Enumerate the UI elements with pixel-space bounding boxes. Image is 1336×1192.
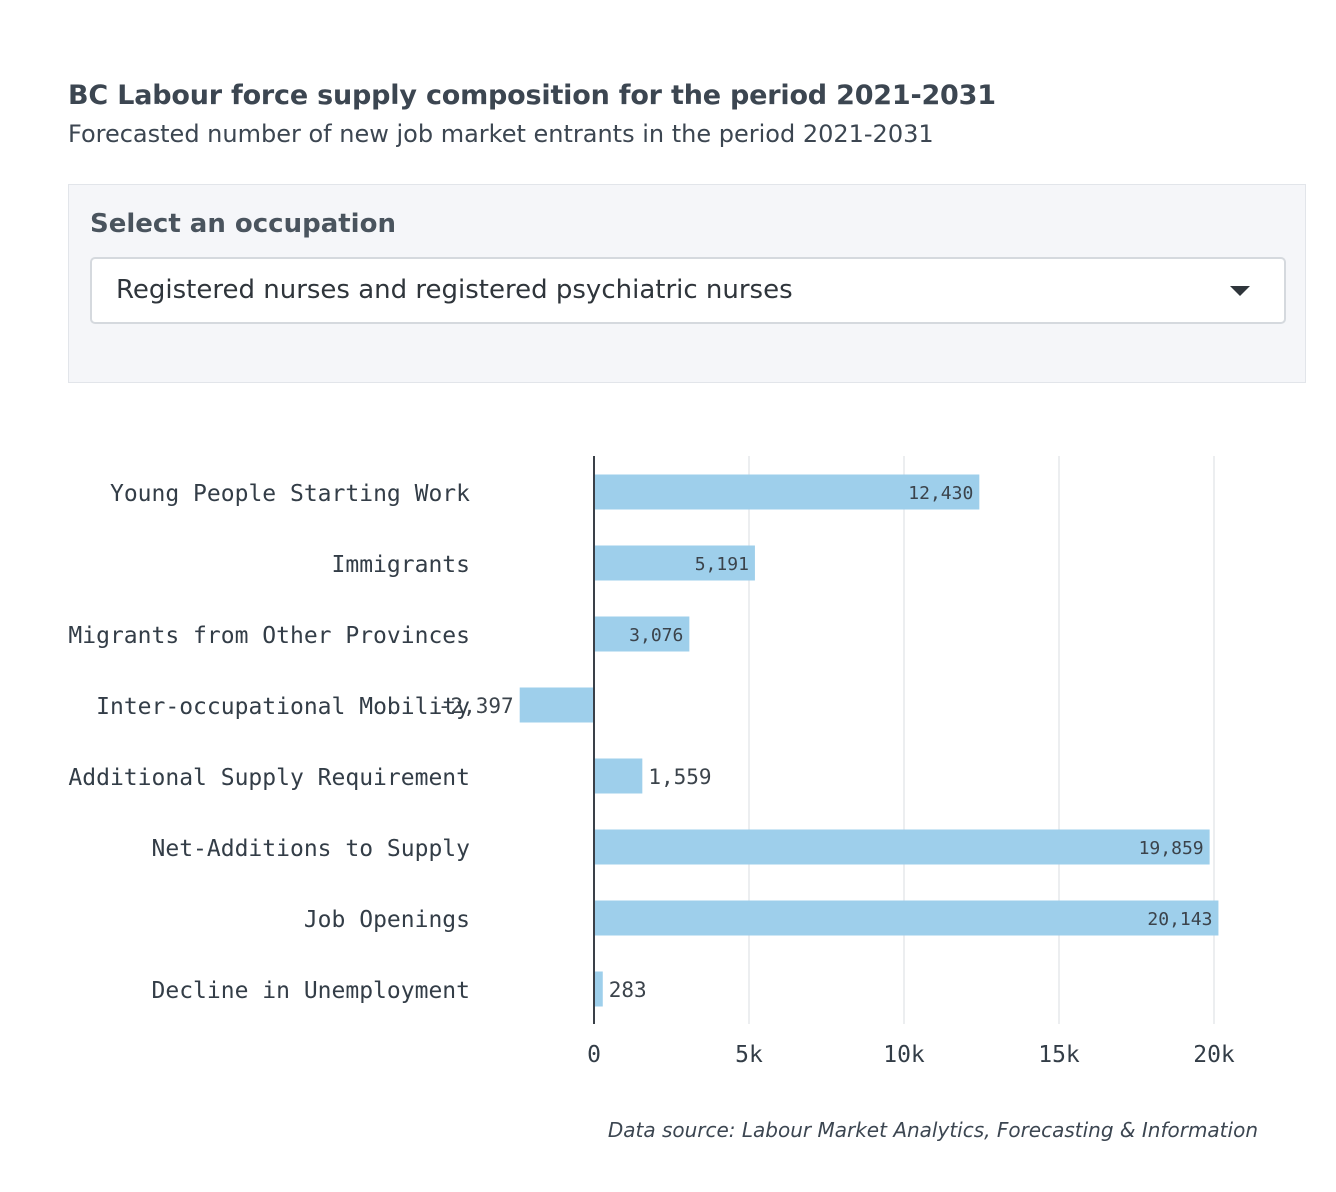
value-label: 12,430 bbox=[908, 483, 973, 504]
chart-title: BC Labour force supply composition for t… bbox=[68, 80, 996, 111]
bar[interactable] bbox=[594, 900, 1219, 936]
bar[interactable] bbox=[594, 474, 980, 510]
value-label: 19,859 bbox=[1139, 838, 1204, 859]
bar[interactable] bbox=[594, 829, 1210, 865]
category-label: Decline in Unemployment bbox=[152, 978, 471, 1004]
value-label: 1,559 bbox=[648, 765, 711, 789]
occupation-select[interactable]: Registered nurses and registered psychia… bbox=[90, 257, 1286, 324]
value-label: 5,191 bbox=[695, 554, 749, 575]
bars bbox=[519, 474, 1219, 1007]
occupation-select-value: Registered nurses and registered psychia… bbox=[116, 275, 793, 305]
supply-composition-bar-chart: 0 5k 10k 15k 20k Young People Starting Work 12… bbox=[68, 456, 1235, 1068]
bar[interactable] bbox=[594, 545, 755, 581]
category-label: Migrants from Other Provinces bbox=[68, 623, 470, 649]
category-label: Young People Starting Work bbox=[110, 481, 470, 507]
value-label: 3,076 bbox=[629, 625, 683, 646]
bar[interactable] bbox=[519, 687, 594, 723]
category-label: Job Openings bbox=[304, 907, 470, 933]
x-tick-label: 10k bbox=[883, 1042, 925, 1068]
x-tick-label: 20k bbox=[1193, 1042, 1235, 1068]
data-source-note: Data source: Labour Market Analytics, Fo… bbox=[607, 1118, 1258, 1142]
value-label: 20,143 bbox=[1147, 909, 1212, 930]
bar[interactable] bbox=[594, 616, 690, 652]
occupation-filter-label: Select an occupation bbox=[90, 209, 396, 239]
category-label: Immigrants bbox=[332, 552, 470, 578]
x-tick-label: 0 bbox=[587, 1042, 601, 1068]
value-label: 283 bbox=[609, 978, 647, 1002]
x-tick-label: 5k bbox=[735, 1042, 763, 1068]
chart-subtitle: Forecasted number of new job market entr… bbox=[68, 120, 934, 148]
triangle-down-icon[interactable] bbox=[1230, 286, 1250, 296]
occupation-filter-panel: Select an occupation Registered nurses a… bbox=[68, 184, 1306, 383]
grid-lines bbox=[748, 456, 1215, 1024]
category-label: Additional Supply Requirement bbox=[68, 765, 470, 791]
value-label: -2,397 bbox=[438, 694, 514, 718]
category-label: Net-Additions to Supply bbox=[152, 836, 471, 862]
category-label: Inter-occupational Mobility bbox=[96, 694, 470, 720]
bar[interactable] bbox=[594, 971, 603, 1007]
labels: 0 5k 10k 15k 20k Young People Starting Work 12… bbox=[68, 481, 1234, 1068]
x-tick-label: 15k bbox=[1038, 1042, 1080, 1068]
bar[interactable] bbox=[594, 758, 643, 794]
